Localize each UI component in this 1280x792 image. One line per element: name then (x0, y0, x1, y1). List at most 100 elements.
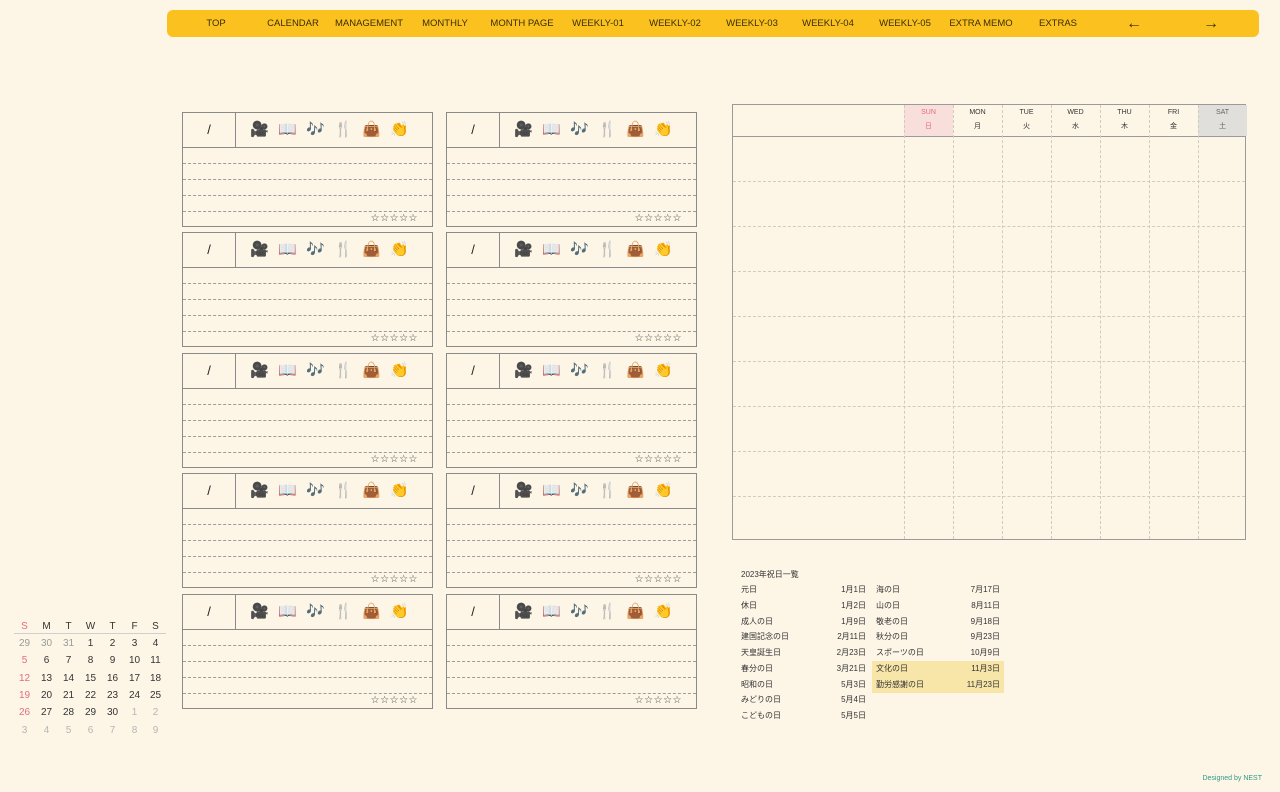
star-rating[interactable]: ☆☆☆☆☆ (634, 333, 682, 344)
day-cell[interactable]: 4 (43, 724, 50, 736)
bag-icon[interactable]: 👜 (626, 121, 645, 138)
music-icon[interactable]: 🎶 (570, 121, 589, 138)
book-icon[interactable]: 📖 (278, 603, 297, 620)
day-cell[interactable]: 8 (131, 724, 138, 736)
book-icon[interactable]: 📖 (542, 603, 561, 620)
music-icon[interactable]: 🎶 (306, 482, 325, 499)
star-rating[interactable]: ☆☆☆☆☆ (634, 454, 682, 465)
music-icon[interactable]: 🎶 (570, 603, 589, 620)
entry-date-field[interactable]: / (447, 474, 500, 508)
day-cell[interactable]: 10 (128, 655, 141, 667)
star-rating[interactable]: ☆☆☆☆☆ (370, 695, 418, 706)
food-icon[interactable]: 🍴 (334, 121, 353, 138)
day-cell[interactable]: 16 (106, 672, 119, 684)
day-cell[interactable]: 31 (62, 638, 75, 649)
day-cell[interactable]: 6 (43, 655, 50, 667)
entry-date-field[interactable]: / (183, 595, 236, 629)
day-cell[interactable]: 24 (128, 689, 141, 701)
day-cell[interactable]: 9 (152, 724, 159, 736)
book-icon[interactable]: 📖 (542, 362, 561, 379)
camera-icon[interactable]: 🎥 (514, 241, 533, 258)
day-cell[interactable]: 7 (109, 724, 116, 736)
day-cell[interactable]: 17 (128, 672, 141, 684)
day-cell[interactable]: 2 (152, 707, 159, 719)
food-icon[interactable]: 🍴 (598, 362, 617, 379)
food-icon[interactable]: 🍴 (598, 603, 617, 620)
clap-icon[interactable]: 👏 (390, 482, 409, 499)
day-cell[interactable]: 26 (18, 707, 31, 719)
food-icon[interactable]: 🍴 (598, 482, 617, 499)
nav-extras[interactable]: EXTRAS (1038, 18, 1078, 29)
prev-arrow-icon[interactable]: ← (1126, 15, 1142, 32)
food-icon[interactable]: 🍴 (598, 241, 617, 258)
star-rating[interactable]: ☆☆☆☆☆ (634, 574, 682, 585)
bag-icon[interactable]: 👜 (626, 241, 645, 258)
entry-date-field[interactable]: / (183, 113, 236, 147)
clap-icon[interactable]: 👏 (390, 603, 409, 620)
nav-weekly-05[interactable]: WEEKLY-05 (879, 18, 931, 29)
food-icon[interactable]: 🍴 (598, 121, 617, 138)
day-cell[interactable]: 23 (106, 689, 119, 701)
music-icon[interactable]: 🎶 (570, 482, 589, 499)
clap-icon[interactable]: 👏 (390, 121, 409, 138)
day-cell[interactable]: 25 (149, 689, 162, 701)
camera-icon[interactable]: 🎥 (514, 121, 533, 138)
star-rating[interactable]: ☆☆☆☆☆ (370, 213, 418, 224)
day-cell[interactable]: 22 (84, 689, 97, 701)
day-cell[interactable]: 29 (84, 707, 97, 719)
nav-weekly-01[interactable]: WEEKLY-01 (572, 18, 624, 29)
music-icon[interactable]: 🎶 (570, 241, 589, 258)
clap-icon[interactable]: 👏 (654, 603, 673, 620)
clap-icon[interactable]: 👏 (390, 241, 409, 258)
bag-icon[interactable]: 👜 (362, 121, 381, 138)
day-cell[interactable]: 30 (106, 707, 119, 719)
food-icon[interactable]: 🍴 (334, 482, 353, 499)
day-cell[interactable]: 9 (109, 655, 116, 667)
music-icon[interactable]: 🎶 (306, 603, 325, 620)
day-cell[interactable]: 29 (18, 638, 31, 649)
nav-month-page[interactable]: MONTH PAGE (490, 18, 554, 29)
camera-icon[interactable]: 🎥 (250, 603, 269, 620)
star-rating[interactable]: ☆☆☆☆☆ (634, 213, 682, 224)
day-cell[interactable]: 3 (21, 724, 28, 736)
day-cell[interactable]: 15 (84, 672, 97, 684)
book-icon[interactable]: 📖 (542, 241, 561, 258)
star-rating[interactable]: ☆☆☆☆☆ (370, 454, 418, 465)
bag-icon[interactable]: 👜 (626, 603, 645, 620)
day-cell[interactable]: 2 (109, 638, 116, 649)
day-cell[interactable]: 11 (150, 655, 161, 667)
camera-icon[interactable]: 🎥 (250, 362, 269, 379)
nav-calendar[interactable]: CALENDAR (267, 18, 319, 29)
bag-icon[interactable]: 👜 (626, 482, 645, 499)
entry-date-field[interactable]: / (183, 354, 236, 388)
clap-icon[interactable]: 👏 (654, 241, 673, 258)
camera-icon[interactable]: 🎥 (250, 121, 269, 138)
camera-icon[interactable]: 🎥 (250, 241, 269, 258)
entry-date-field[interactable]: / (447, 595, 500, 629)
day-cell[interactable]: 28 (62, 707, 75, 719)
clap-icon[interactable]: 👏 (654, 482, 673, 499)
camera-icon[interactable]: 🎥 (514, 482, 533, 499)
day-cell[interactable]: 13 (40, 672, 53, 684)
day-cell[interactable]: 7 (65, 655, 72, 667)
camera-icon[interactable]: 🎥 (250, 482, 269, 499)
bag-icon[interactable]: 👜 (362, 603, 381, 620)
music-icon[interactable]: 🎶 (306, 241, 325, 258)
book-icon[interactable]: 📖 (542, 482, 561, 499)
day-cell[interactable]: 6 (87, 724, 94, 736)
book-icon[interactable]: 📖 (542, 121, 561, 138)
entry-date-field[interactable]: / (447, 354, 500, 388)
nav-weekly-03[interactable]: WEEKLY-03 (726, 18, 778, 29)
nav-weekly-02[interactable]: WEEKLY-02 (649, 18, 701, 29)
day-cell[interactable]: 1 (87, 638, 94, 649)
day-cell[interactable]: 19 (18, 689, 31, 701)
clap-icon[interactable]: 👏 (654, 362, 673, 379)
clap-icon[interactable]: 👏 (390, 362, 409, 379)
entry-date-field[interactable]: / (447, 233, 500, 267)
day-cell[interactable]: 8 (87, 655, 94, 667)
nav-weekly-04[interactable]: WEEKLY-04 (802, 18, 854, 29)
music-icon[interactable]: 🎶 (306, 362, 325, 379)
next-arrow-icon[interactable]: → (1203, 15, 1219, 32)
star-rating[interactable]: ☆☆☆☆☆ (634, 695, 682, 706)
nav-management[interactable]: MANAGEMENT (334, 18, 404, 29)
